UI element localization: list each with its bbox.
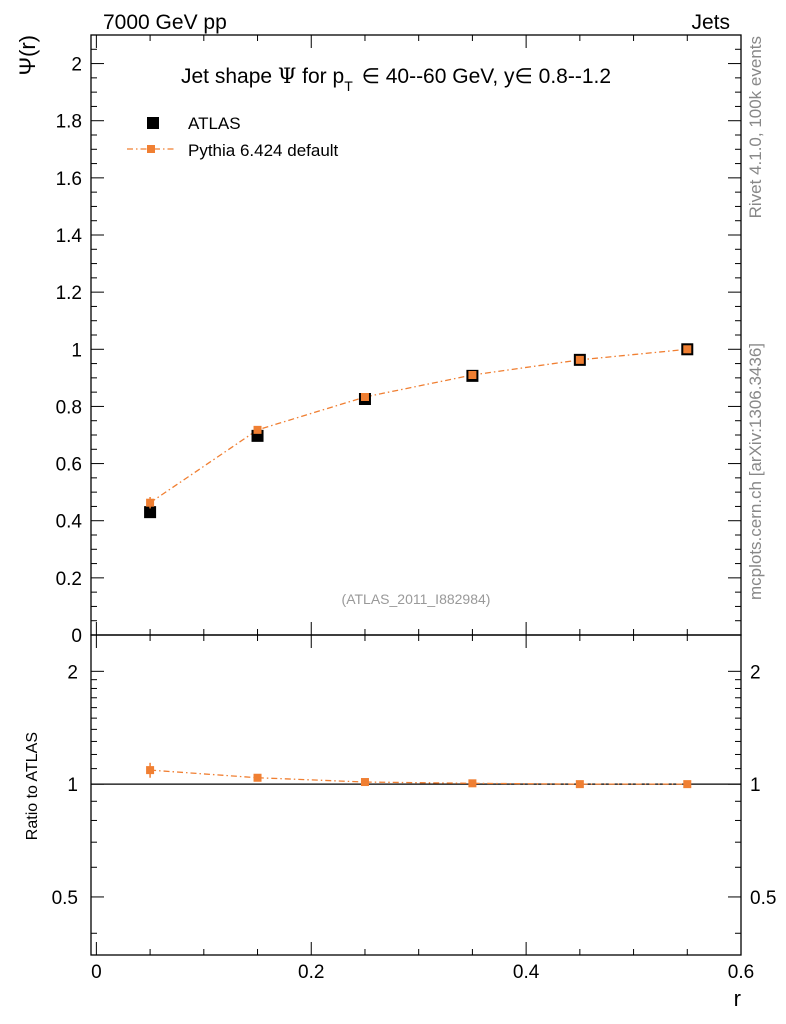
y-tick-label: 0.4	[56, 512, 83, 533]
x-tick-label: 0.2	[298, 962, 324, 983]
ratio-point	[683, 780, 692, 789]
x-tick-label: 0.6	[728, 962, 754, 983]
legend: ATLAS Pythia 6.424 default	[127, 114, 339, 160]
atlas-point	[144, 506, 157, 519]
y-tick-label: 0.6	[56, 455, 82, 476]
mcplots-reference-label: mcplots.cern.ch [arXiv:1306.3436]	[746, 343, 765, 600]
ratio-tick-label: 2	[67, 662, 78, 683]
pythia-point	[683, 345, 692, 354]
pythia-point	[575, 355, 584, 364]
y-tick-label: 1.4	[56, 226, 83, 247]
ratio-tick-label-right: 2	[750, 662, 761, 683]
y-tick-label: 1.8	[56, 112, 82, 133]
ratio-pythia-line	[150, 769, 688, 785]
x-tick-label: 0.4	[513, 962, 540, 983]
ratio-point	[468, 779, 477, 788]
ratio-point	[146, 766, 155, 775]
x-tick-label: 0	[91, 962, 102, 983]
y-axis-label: Ψ(r)	[15, 35, 40, 75]
ratio-point	[253, 773, 262, 782]
y-tick-label: 0	[71, 626, 82, 647]
pythia-point	[146, 498, 155, 507]
y-tick-label: 2	[71, 55, 82, 76]
ratio-point	[360, 778, 369, 787]
rivet-version-label: Rivet 4.1.0, 100k events	[746, 36, 765, 218]
energy-label: 7000 GeV pp	[103, 11, 227, 34]
ratio-tick-label: 0.5	[52, 888, 78, 909]
y-tick-label: 1	[71, 340, 82, 361]
ratio-tick-label-right: 1	[750, 775, 761, 796]
ratio-plot-frame	[90, 634, 742, 956]
legend-atlas-marker	[147, 117, 159, 129]
ratio-tick-label-right: 0.5	[750, 888, 776, 909]
ratio-tick-label: 1	[67, 775, 78, 796]
chart-title: Jet shape Ψ for pT ∈ 40--60 GeV, y∈ 0.8-…	[181, 64, 611, 94]
main-plot-area: 0 0.2 0.4 0.6 0.8 1 1.2 1.4 1.6 1.8 2	[56, 34, 742, 647]
y-tick-label: 0.8	[56, 397, 82, 418]
y-tick-label: 1.6	[56, 169, 82, 190]
analysis-label: (ATLAS_2011_I882984)	[342, 591, 491, 607]
y-tick-label: 0.2	[56, 569, 82, 590]
pythia-point	[253, 425, 262, 434]
ratio-axis-label: Ratio to ATLAS	[24, 732, 41, 840]
ratio-point	[575, 780, 584, 789]
pythia-line	[149, 348, 688, 504]
legend-pythia-marker	[147, 145, 155, 153]
pythia-point	[360, 393, 369, 401]
legend-atlas-label: ATLAS	[188, 114, 241, 133]
y-tick-label: 1.2	[56, 283, 82, 304]
ratio-plot-area: 0 0.2 0.4 0.6 0.5 0.5 1 1 2 2	[52, 634, 776, 983]
x-axis-label: r	[734, 986, 741, 1011]
pythia-point	[468, 371, 477, 379]
legend-pythia-label: Pythia 6.424 default	[188, 141, 339, 160]
process-label: Jets	[691, 11, 730, 34]
